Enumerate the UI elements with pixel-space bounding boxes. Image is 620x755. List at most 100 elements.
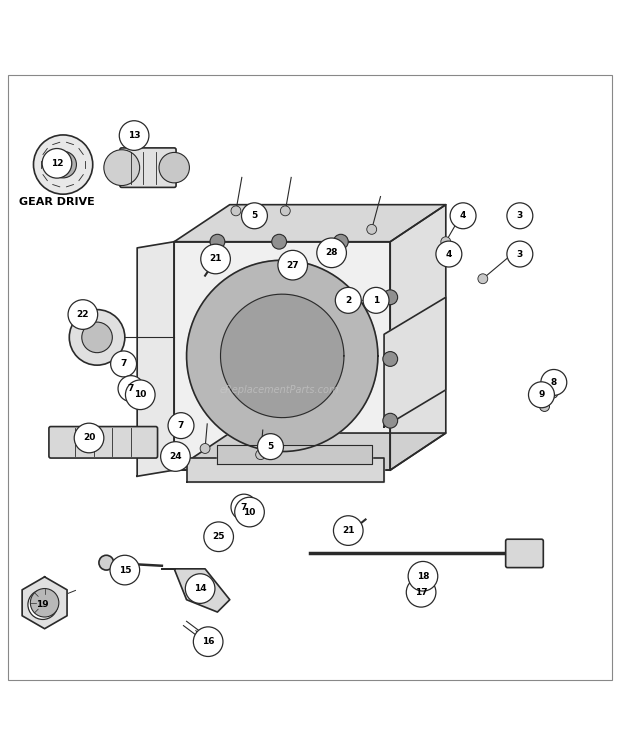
Circle shape <box>255 450 265 460</box>
Circle shape <box>241 203 267 229</box>
Text: 5: 5 <box>267 442 273 451</box>
Circle shape <box>541 369 567 396</box>
Circle shape <box>363 288 389 313</box>
Text: 4: 4 <box>446 250 452 258</box>
Circle shape <box>118 376 144 402</box>
Circle shape <box>74 423 104 453</box>
Circle shape <box>528 382 554 408</box>
Circle shape <box>367 224 377 234</box>
Polygon shape <box>162 569 230 612</box>
Polygon shape <box>174 205 446 242</box>
Circle shape <box>272 234 286 249</box>
Circle shape <box>550 390 557 398</box>
Text: 2: 2 <box>345 296 352 305</box>
Text: 25: 25 <box>213 532 225 541</box>
Text: 7: 7 <box>241 503 247 512</box>
Circle shape <box>28 590 58 619</box>
Polygon shape <box>384 297 446 427</box>
Text: 21: 21 <box>210 254 222 263</box>
Circle shape <box>168 413 194 439</box>
Text: 19: 19 <box>37 600 49 609</box>
Circle shape <box>278 251 308 280</box>
Polygon shape <box>187 458 384 482</box>
Circle shape <box>204 522 234 552</box>
Text: 15: 15 <box>118 565 131 575</box>
Circle shape <box>201 244 231 274</box>
Text: 5: 5 <box>251 211 257 220</box>
Polygon shape <box>187 260 378 451</box>
Circle shape <box>334 516 363 545</box>
Text: 22: 22 <box>77 310 89 319</box>
Circle shape <box>200 443 210 454</box>
Circle shape <box>408 562 438 591</box>
Circle shape <box>507 203 533 229</box>
Circle shape <box>231 206 241 216</box>
Text: 12: 12 <box>51 159 63 168</box>
Circle shape <box>185 574 215 603</box>
Circle shape <box>99 555 113 570</box>
Circle shape <box>441 237 451 247</box>
Circle shape <box>507 241 533 267</box>
Text: 13: 13 <box>128 131 140 140</box>
Circle shape <box>478 274 488 284</box>
FancyBboxPatch shape <box>506 539 543 568</box>
Text: 27: 27 <box>286 260 299 270</box>
Text: 3: 3 <box>516 250 523 258</box>
Text: 9: 9 <box>538 390 544 399</box>
Circle shape <box>193 627 223 657</box>
Circle shape <box>161 442 190 471</box>
Text: 20: 20 <box>83 433 95 442</box>
Polygon shape <box>218 445 372 464</box>
Text: eReplacementParts.com: eReplacementParts.com <box>219 385 339 395</box>
Text: 17: 17 <box>415 588 427 596</box>
Polygon shape <box>221 294 344 418</box>
Circle shape <box>257 433 283 460</box>
Text: 24: 24 <box>169 452 182 461</box>
Circle shape <box>539 402 549 411</box>
Circle shape <box>383 413 397 428</box>
Circle shape <box>383 290 397 305</box>
Circle shape <box>235 498 264 527</box>
Polygon shape <box>137 242 174 476</box>
Text: 4: 4 <box>460 211 466 220</box>
Text: 18: 18 <box>417 572 429 581</box>
Circle shape <box>406 578 436 607</box>
Text: 8: 8 <box>551 378 557 387</box>
Polygon shape <box>390 205 446 470</box>
Circle shape <box>69 310 125 365</box>
Circle shape <box>30 589 59 617</box>
Polygon shape <box>174 242 390 470</box>
Circle shape <box>33 135 93 194</box>
Polygon shape <box>174 433 446 470</box>
Circle shape <box>335 288 361 313</box>
Text: 10: 10 <box>243 507 255 516</box>
Text: 21: 21 <box>342 526 355 535</box>
Text: 14: 14 <box>194 584 206 593</box>
Text: 7: 7 <box>128 384 134 393</box>
Circle shape <box>231 495 257 520</box>
Text: GEAR DRIVE: GEAR DRIVE <box>19 196 95 207</box>
Polygon shape <box>22 577 67 629</box>
Text: 10: 10 <box>134 390 146 399</box>
Text: 3: 3 <box>516 211 523 220</box>
Circle shape <box>125 380 155 410</box>
Circle shape <box>110 555 140 585</box>
Circle shape <box>110 351 136 377</box>
Circle shape <box>159 153 190 183</box>
Circle shape <box>436 241 462 267</box>
Circle shape <box>104 149 140 186</box>
Text: 16: 16 <box>202 637 215 646</box>
Text: 1: 1 <box>373 296 379 305</box>
Circle shape <box>450 203 476 229</box>
Circle shape <box>383 352 397 366</box>
FancyBboxPatch shape <box>49 427 157 458</box>
Circle shape <box>334 234 348 249</box>
Circle shape <box>317 238 347 267</box>
Circle shape <box>50 151 76 178</box>
Text: 7: 7 <box>178 421 184 430</box>
Circle shape <box>210 234 225 249</box>
Circle shape <box>119 121 149 150</box>
Circle shape <box>82 322 112 353</box>
Circle shape <box>42 149 72 178</box>
Text: 7: 7 <box>120 359 126 368</box>
